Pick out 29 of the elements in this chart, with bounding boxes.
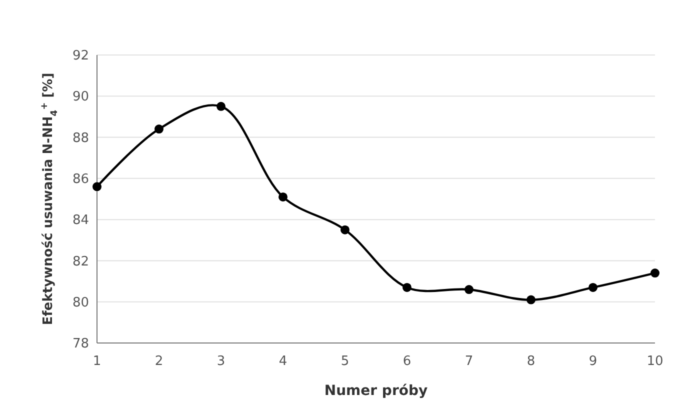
x-tick-label: 4 [278, 354, 288, 369]
point [650, 268, 660, 278]
x-tick-label: 10 [646, 354, 664, 369]
point [216, 102, 226, 111]
point [92, 182, 102, 192]
point [464, 285, 474, 294]
x-tick-label: 6 [402, 354, 412, 369]
x-tick-label: 8 [526, 354, 536, 369]
x-tick-label: 5 [340, 354, 350, 369]
point [154, 124, 164, 134]
y-tick-label: 80 [72, 295, 89, 310]
y-tick-label: 88 [72, 130, 89, 146]
y-tick-label: 86 [72, 172, 89, 187]
point [278, 192, 288, 202]
point [402, 282, 412, 292]
point [526, 295, 536, 304]
y-tick-label: 82 [72, 254, 89, 270]
point [588, 282, 598, 292]
x-tick-label: 2 [154, 354, 164, 369]
x-tick-label: 9 [588, 354, 598, 369]
y-tick-label: 90 [72, 90, 89, 105]
x-tick-label: 1 [92, 354, 102, 369]
y-tick-label: 78 [72, 336, 89, 352]
x-tick-label: 7 [464, 354, 474, 369]
y-tick-label: 84 [72, 213, 89, 228]
x-tick-label: 3 [216, 354, 226, 369]
x-axis-title: Numer próby [324, 383, 428, 399]
y-tick-label: 92 [72, 48, 89, 64]
point [340, 225, 350, 234]
